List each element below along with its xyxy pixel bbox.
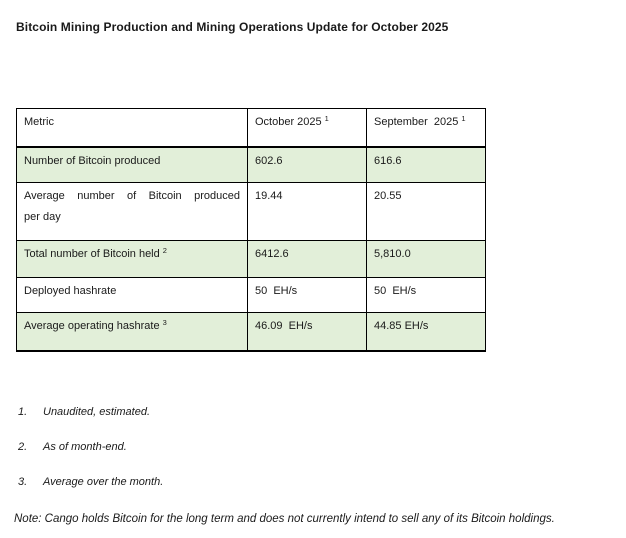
metric-label: Average operating hashrate <box>24 320 160 332</box>
page-title: Bitcoin Mining Production and Mining Ope… <box>16 20 449 34</box>
header-label: Metric <box>24 116 54 128</box>
footnote-text: As of month-end. <box>43 440 127 453</box>
table-row-bitcoin-produced: Number of Bitcoin produced 602.6 616.6 <box>16 146 486 183</box>
value-cell-october: 19.44 <box>247 182 367 241</box>
value-cell-september: 616.6 <box>366 146 486 183</box>
footnote-text: Average over the month. <box>43 475 164 488</box>
table-header-row: Metric October 2025 1 September 2025 1 <box>16 108 486 148</box>
metric-superscript: 2 <box>162 246 167 255</box>
header-label: October 2025 <box>255 116 322 128</box>
metric-label: Deployed hashrate <box>24 285 117 297</box>
value-cell-october: 50 EH/s <box>247 277 367 313</box>
value-cell-september: 50 EH/s <box>366 277 486 313</box>
table-row-avg-operating-hashrate: Average operating hashrate 3 46.09 EH/s 4… <box>16 312 486 352</box>
value-cell-october: 46.09 EH/s <box>247 312 367 352</box>
table-row-avg-bitcoin-per-day: Average number of Bitcoin produced per d… <box>16 182 486 241</box>
header-superscript: 1 <box>324 114 329 123</box>
footnote-item: 2. As of month-end. <box>16 441 610 454</box>
footnotes-list: 1. Unaudited, estimated. 2. As of month-… <box>16 406 610 489</box>
footnote-number: 1. <box>18 405 28 418</box>
value-cell-october: 602.6 <box>247 146 367 183</box>
footnote-item: 1. Unaudited, estimated. <box>16 406 610 419</box>
footnote-number: 3. <box>18 475 28 488</box>
column-header-september-2025: September 2025 1 <box>366 108 486 148</box>
table-row-total-bitcoin-held: Total number of Bitcoin held 2 6412.6 5,8… <box>16 240 486 278</box>
value-cell-october: 6412.6 <box>247 240 367 278</box>
footnote-item: 3. Average over the month. <box>16 476 610 489</box>
metric-cell: Total number of Bitcoin held 2 <box>16 240 248 278</box>
value-cell-september: 5,810.0 <box>366 240 486 278</box>
footnote-text: Unaudited, estimated. <box>43 405 151 418</box>
metric-cell: Number of Bitcoin produced <box>16 146 248 183</box>
holdings-note: Note: Cango holds Bitcoin for the long t… <box>14 512 555 525</box>
value-cell-september: 20.55 <box>366 182 486 241</box>
metric-label: Number of Bitcoin produced <box>24 154 161 167</box>
metric-cell: Deployed hashrate <box>16 277 248 313</box>
metric-superscript: 3 <box>162 318 167 327</box>
column-header-october-2025: October 2025 1 <box>247 108 367 148</box>
metric-label: Average number of Bitcoin produced per d… <box>24 190 240 223</box>
metric-label: Total number of Bitcoin held <box>24 248 160 260</box>
metric-cell: Average operating hashrate 3 <box>16 312 248 352</box>
header-superscript: 1 <box>461 114 466 123</box>
document-page: Bitcoin Mining Production and Mining Ope… <box>14 20 610 525</box>
mining-update-table: Metric October 2025 1 September 2025 1 Num… <box>16 108 486 352</box>
footnote-number: 2. <box>18 440 28 453</box>
table-row-deployed-hashrate: Deployed hashrate 50 EH/s 50 EH/s <box>16 277 486 313</box>
metric-cell: Average number of Bitcoin produced per d… <box>16 182 248 241</box>
header-label: September 2025 <box>374 116 459 128</box>
column-header-metric: Metric <box>16 108 248 148</box>
value-cell-september: 44.85 EH/s <box>366 312 486 352</box>
